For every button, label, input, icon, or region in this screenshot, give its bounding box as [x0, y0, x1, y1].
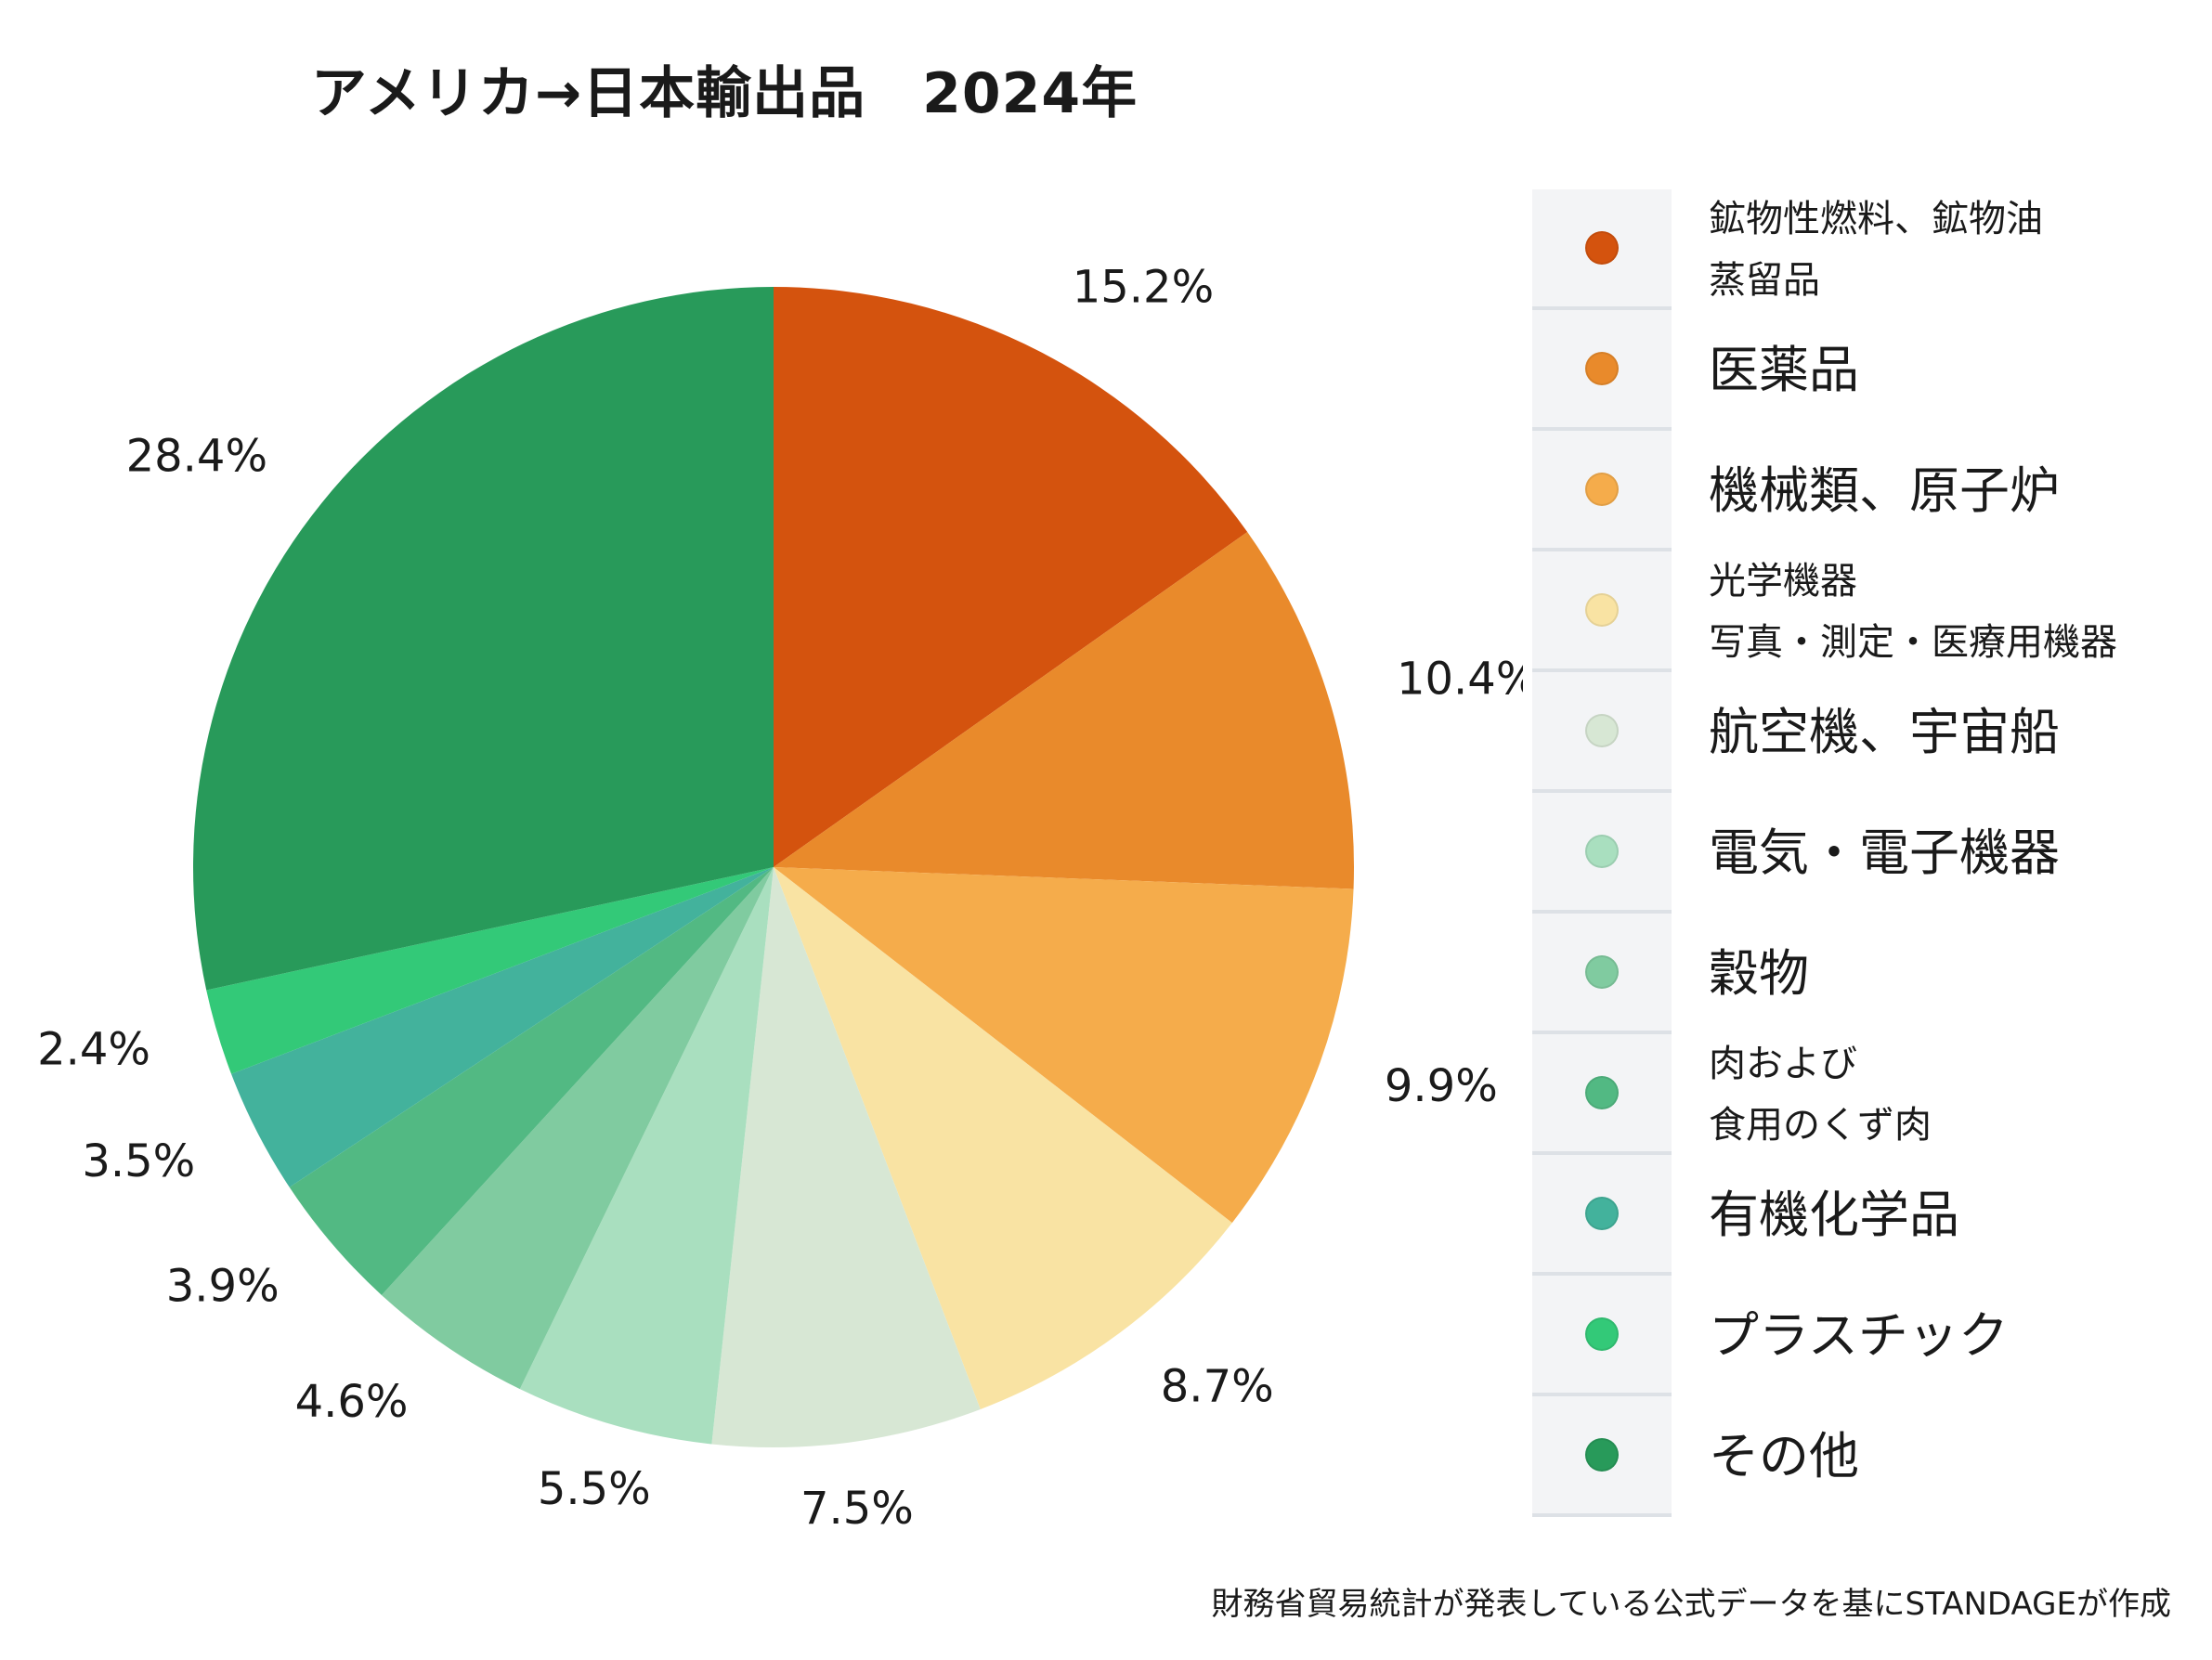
legend-item[interactable]: 機械類、原子炉 — [1532, 431, 2201, 551]
legend-swatch-cell — [1532, 793, 1672, 914]
chart-title: アメリカ→日本輸出品 2024年 — [310, 61, 1139, 126]
legend-label: 穀物 — [1709, 944, 1809, 1003]
slice-percentage-label: 3.5% — [82, 1135, 195, 1187]
legend-label: 航空機、宇宙船 — [1709, 703, 2060, 761]
pie-slice — [381, 867, 774, 1390]
legend-swatch-cell — [1532, 1034, 1672, 1155]
slice-percentage-label: 4.6% — [295, 1376, 409, 1428]
legend-swatch-cell — [1532, 914, 1672, 1034]
legend-label: プラスチック — [1709, 1306, 2009, 1365]
legend-item[interactable]: 穀物 — [1532, 914, 2201, 1034]
legend-item[interactable]: 有機化学品 — [1532, 1155, 2201, 1276]
legend-item[interactable]: 医薬品 — [1532, 310, 2201, 431]
legend-swatch-cell — [1532, 431, 1672, 551]
legend-swatch-cell — [1532, 189, 1672, 310]
legend-color-dot-icon — [1585, 352, 1619, 385]
legend-color-dot-icon — [1585, 714, 1619, 747]
legend-label: 有機化学品 — [1709, 1186, 1959, 1244]
legend-color-dot-icon — [1585, 1197, 1619, 1230]
legend-color-dot-icon — [1585, 1438, 1619, 1472]
legend-label: 電気・電子機器 — [1709, 824, 2060, 882]
legend-item[interactable]: 肉および 食用のくず肉 — [1532, 1034, 2201, 1155]
legend-item[interactable]: 光学機器 写真・測定・医療用機器 — [1532, 551, 2201, 672]
pie-slice — [289, 867, 774, 1295]
slice-percentage-label: 28.4% — [126, 431, 267, 483]
slice-percentage-label: 8.7% — [1161, 1360, 1274, 1412]
legend-color-dot-icon — [1585, 1076, 1619, 1109]
legend-color-dot-icon — [1585, 835, 1619, 868]
pie-slice — [774, 287, 1248, 867]
legend-swatch-cell — [1532, 1155, 1672, 1276]
legend-color-dot-icon — [1585, 1317, 1619, 1351]
source-note: 財務省貿易統計が発表している公式データを基にSTANDAGEが作成 — [1211, 1586, 2171, 1623]
legend-item[interactable]: 鉱物性燃料、鉱物油 蒸留品 — [1532, 189, 2201, 310]
legend-label: 機械類、原子炉 — [1709, 461, 2060, 520]
legend-item[interactable]: 航空機、宇宙船 — [1532, 672, 2201, 793]
pie-slice — [774, 867, 1232, 1409]
pie-slice — [206, 867, 774, 1074]
legend-swatch-cell — [1532, 310, 1672, 431]
legend-swatch-cell — [1532, 551, 1672, 672]
legend-color-dot-icon — [1585, 955, 1619, 989]
legend-label: 医薬品 — [1709, 341, 1859, 399]
pie-slice — [519, 867, 774, 1445]
pie-slice — [231, 867, 774, 1187]
legend-label: 鉱物性燃料、鉱物油 蒸留品 — [1709, 198, 2043, 302]
legend-color-dot-icon — [1585, 593, 1619, 627]
slice-percentage-label: 9.9% — [1385, 1060, 1498, 1112]
legend-swatch-cell — [1532, 1276, 1672, 1396]
pie-slice — [774, 867, 1354, 1224]
legend: 鉱物性燃料、鉱物油 蒸留品医薬品機械類、原子炉光学機器 写真・測定・医療用機器航… — [1532, 189, 2201, 1517]
slice-percentage-label: 5.5% — [538, 1463, 651, 1515]
pie-slice — [711, 867, 981, 1447]
slice-percentage-label: 10.4% — [1397, 653, 1523, 705]
legend-label: 光学機器 写真・測定・医療用機器 — [1709, 560, 2117, 664]
slice-percentage-label: 7.5% — [800, 1483, 914, 1535]
slice-percentage-label: 15.2% — [1073, 261, 1214, 313]
slice-percentage-label: 2.4% — [37, 1024, 150, 1076]
pie-slice — [774, 532, 1354, 889]
legend-label: 肉および 食用のくず肉 — [1709, 1043, 1932, 1147]
pie-chart: 15.2% 10.4% 9.9% 8.7% 7.5% 5.5% 4.6% 3.9% 3.5% 2.… — [37, 261, 1523, 1535]
legend-color-dot-icon — [1585, 231, 1619, 265]
legend-item[interactable]: 電気・電子機器 — [1532, 793, 2201, 914]
slice-percentage-label: 3.9% — [166, 1261, 280, 1313]
legend-swatch-cell — [1532, 672, 1672, 793]
legend-color-dot-icon — [1585, 473, 1619, 506]
legend-item[interactable]: その他 — [1532, 1396, 2201, 1517]
legend-item[interactable]: プラスチック — [1532, 1276, 2201, 1396]
legend-label: その他 — [1709, 1427, 1859, 1485]
pie-slice — [193, 287, 774, 991]
legend-swatch-cell — [1532, 1396, 1672, 1517]
